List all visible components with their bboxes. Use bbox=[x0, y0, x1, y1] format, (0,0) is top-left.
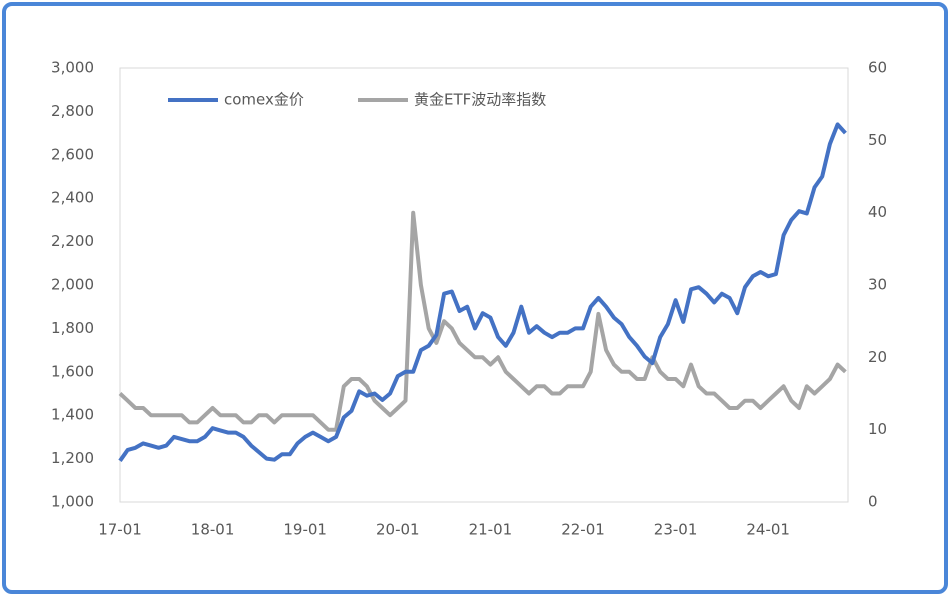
legend-label: comex金价 bbox=[224, 91, 304, 109]
y-tick-label: 3,000 bbox=[51, 59, 94, 77]
y-tick-label: 1,200 bbox=[51, 449, 94, 467]
y2-tick-label: 50 bbox=[868, 131, 887, 149]
x-tick-label: 19-01 bbox=[283, 521, 327, 539]
y-tick-label: 2,400 bbox=[51, 189, 94, 207]
y-tick-label: 2,000 bbox=[51, 276, 94, 294]
y-tick-label: 1,000 bbox=[51, 493, 94, 511]
series-line bbox=[118, 210, 847, 432]
x-tick-label: 22-01 bbox=[561, 521, 605, 539]
series-line bbox=[118, 122, 847, 462]
y2-tick-label: 10 bbox=[868, 420, 887, 438]
x-tick-label: 18-01 bbox=[191, 521, 235, 539]
y2-tick-label: 60 bbox=[868, 59, 887, 77]
y-tick-label: 2,800 bbox=[51, 102, 94, 120]
x-tick-label: 20-01 bbox=[376, 521, 420, 539]
x-tick-label: 17-01 bbox=[98, 521, 142, 539]
x-tick-label: 23-01 bbox=[654, 521, 698, 539]
x-tick-label: 21-01 bbox=[469, 521, 513, 539]
plot-area bbox=[119, 67, 849, 503]
y-tick-label: 2,600 bbox=[51, 145, 94, 163]
y2-tick-label: 0 bbox=[868, 493, 878, 511]
y-tick-label: 1,600 bbox=[51, 362, 94, 380]
y-tick-label: 2,200 bbox=[51, 232, 94, 250]
y2-tick-label: 40 bbox=[868, 203, 887, 221]
x-tick-label: 24-01 bbox=[746, 521, 790, 539]
y2-tick-label: 20 bbox=[868, 348, 887, 366]
frame bbox=[2, 2, 948, 594]
y-tick-label: 1,800 bbox=[51, 319, 94, 337]
legend-label: 黄金ETF波动率指数 bbox=[414, 91, 546, 109]
y2-tick-label: 30 bbox=[868, 276, 887, 294]
y-tick-label: 1,400 bbox=[51, 406, 94, 424]
